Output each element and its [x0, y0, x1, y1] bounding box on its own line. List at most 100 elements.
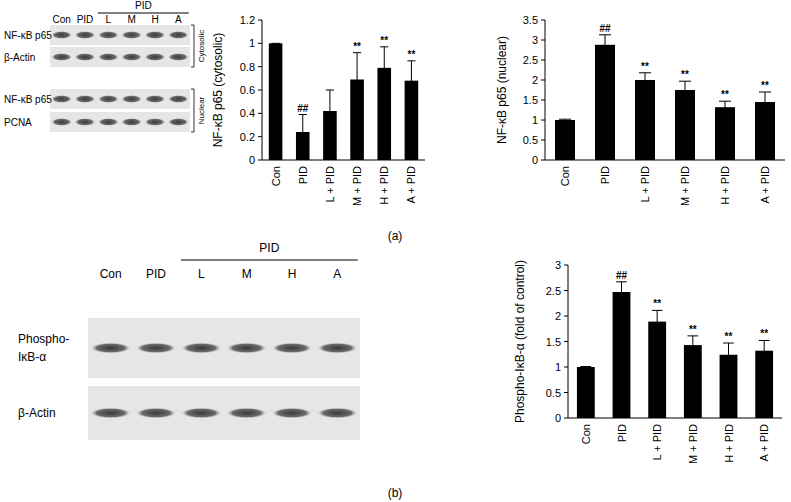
band — [75, 31, 96, 39]
blot-strip — [50, 47, 190, 67]
y-tick — [258, 136, 262, 137]
plot-area — [555, 35, 775, 160]
significance-mark: ** — [380, 35, 388, 46]
band — [75, 118, 96, 126]
y-axis-label: Phospho-IκB-α (fold of control) — [513, 260, 527, 423]
band — [272, 343, 313, 354]
error-bar — [616, 282, 627, 302]
error-bar — [679, 81, 691, 99]
blot: PIDConPIDLMHANF-κB p65β-ActinNF-κB p65PC… — [4, 0, 206, 132]
blot-strip — [88, 318, 360, 378]
y-tick — [258, 66, 262, 67]
blot-strip — [88, 386, 360, 440]
band — [181, 408, 222, 419]
panel-label: (b) — [388, 486, 403, 500]
y-tick-label: 3.5 — [523, 14, 538, 26]
x-tick-label: L + PID — [639, 166, 651, 203]
y-tick — [258, 90, 262, 91]
lane-label: PID — [77, 14, 94, 25]
lane-label: L — [106, 14, 112, 25]
error-bar — [652, 310, 663, 332]
lane-label: M — [242, 267, 252, 281]
bar — [269, 43, 283, 160]
significance-mark: ## — [297, 103, 309, 114]
band — [145, 31, 166, 39]
band — [90, 343, 131, 354]
band — [98, 95, 119, 103]
band — [145, 118, 166, 126]
lane-label: Con — [100, 267, 122, 281]
y-tick-label: 1.5 — [546, 336, 561, 348]
y-tick — [541, 40, 545, 41]
band — [226, 343, 267, 354]
blot-header: PID — [259, 241, 279, 255]
y-tick — [564, 367, 568, 368]
y-tick-label: 3 — [555, 259, 561, 271]
lane-label: A — [175, 14, 182, 25]
y-tick — [258, 113, 262, 114]
bar-chart: 00.20.40.60.811.2NF-κB p65 (cytosolic)##… — [211, 14, 425, 206]
y-tick-label: 0 — [555, 412, 561, 424]
significance-mark: ** — [408, 49, 416, 60]
y-tick-label: 2 — [555, 310, 561, 322]
error-bar — [580, 366, 591, 367]
x-tick-label: A + PID — [758, 424, 770, 462]
band — [51, 31, 72, 39]
y-tick — [564, 265, 568, 266]
band — [272, 408, 313, 419]
y-tick-label: 2.5 — [546, 285, 561, 297]
bar — [675, 90, 695, 160]
significance-mark: ** — [761, 80, 769, 91]
error-bar — [687, 336, 698, 354]
x-tick-label: L + PID — [651, 424, 663, 461]
y-tick-label: 0.6 — [240, 84, 255, 96]
error-bar — [759, 92, 771, 112]
blot-header: PID — [135, 0, 152, 11]
band — [317, 408, 358, 419]
blot-strip — [50, 89, 190, 109]
fraction-bracket — [191, 25, 194, 67]
x-tick-label: M + PID — [687, 424, 699, 464]
error-bar — [723, 343, 734, 366]
y-tick — [564, 316, 568, 317]
lane-label: H — [151, 14, 158, 25]
error-bar — [353, 53, 361, 107]
x-axis — [545, 160, 785, 161]
band — [51, 118, 72, 126]
bar — [613, 292, 631, 418]
significance-mark: ** — [689, 324, 697, 335]
band — [51, 95, 72, 103]
y-tick-label: 1 — [555, 361, 561, 373]
y-tick-label: 2 — [532, 74, 538, 86]
band — [226, 408, 267, 419]
x-tick-label: A + PID — [405, 166, 417, 204]
band — [121, 118, 142, 126]
band — [75, 53, 96, 61]
band — [145, 95, 166, 103]
y-tick-label: 1 — [249, 37, 255, 49]
band — [168, 95, 189, 103]
error-bar — [272, 43, 280, 44]
row-label: NF-κB p65 — [4, 30, 52, 41]
bar — [684, 345, 702, 418]
lane-label: M — [127, 14, 135, 25]
band — [168, 31, 189, 39]
error-bar — [599, 35, 611, 55]
blot-strip — [50, 25, 190, 45]
y-tick — [564, 341, 568, 342]
x-tick-label: PID — [616, 424, 628, 442]
band — [168, 53, 189, 61]
y-tick-label: 2.5 — [523, 54, 538, 66]
figure: PIDConPIDLMHANF-κB p65β-ActinNF-κB p65PC… — [0, 0, 791, 502]
y-tick-label: 1.5 — [523, 94, 538, 106]
y-axis — [545, 20, 546, 160]
lane-label: A — [333, 267, 341, 281]
y-tick — [541, 60, 545, 61]
band — [145, 53, 166, 61]
x-tick-label: Con — [580, 424, 592, 444]
row-label: β-Actin — [18, 406, 56, 420]
bar-chart: 00.511.522.53Phospho-IκB-α (fold of cont… — [513, 259, 782, 464]
x-tick-label: H + PID — [723, 424, 735, 463]
band — [51, 53, 72, 61]
significance-mark: ** — [721, 89, 729, 100]
